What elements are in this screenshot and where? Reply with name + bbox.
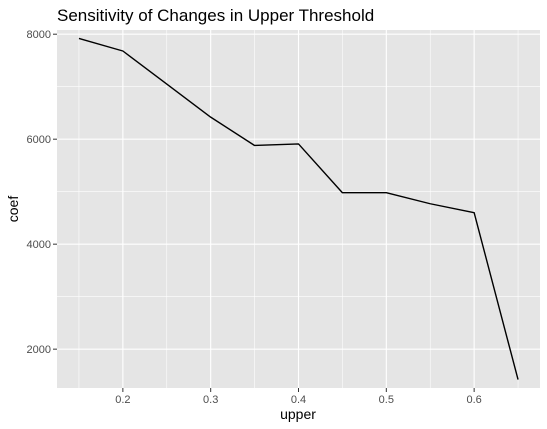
series-layer — [78, 37, 519, 380]
y-axis: 2000 4000 6000 8000 — [27, 29, 57, 356]
chart-title: Sensitivity of Changes in Upper Threshol… — [57, 6, 374, 25]
x-axis-title: upper — [280, 406, 316, 422]
minor-gridlines — [57, 30, 540, 388]
x-tick-label: 0.5 — [379, 394, 394, 406]
major-gridlines — [57, 30, 540, 388]
x-tick-label: 0.6 — [466, 394, 481, 406]
y-tick-label: 8000 — [27, 29, 51, 41]
x-tick-label: 0.2 — [115, 394, 130, 406]
y-tick-label: 6000 — [27, 134, 51, 146]
y-axis-title: coef — [5, 196, 21, 223]
x-axis: 0.2 0.3 0.4 0.5 0.6 — [115, 388, 482, 406]
x-tick-label: 0.4 — [291, 394, 306, 406]
x-tick-label: 0.3 — [203, 394, 218, 406]
y-tick-label: 2000 — [27, 344, 51, 356]
y-tick-label: 4000 — [27, 239, 51, 251]
series-line — [78, 37, 519, 380]
